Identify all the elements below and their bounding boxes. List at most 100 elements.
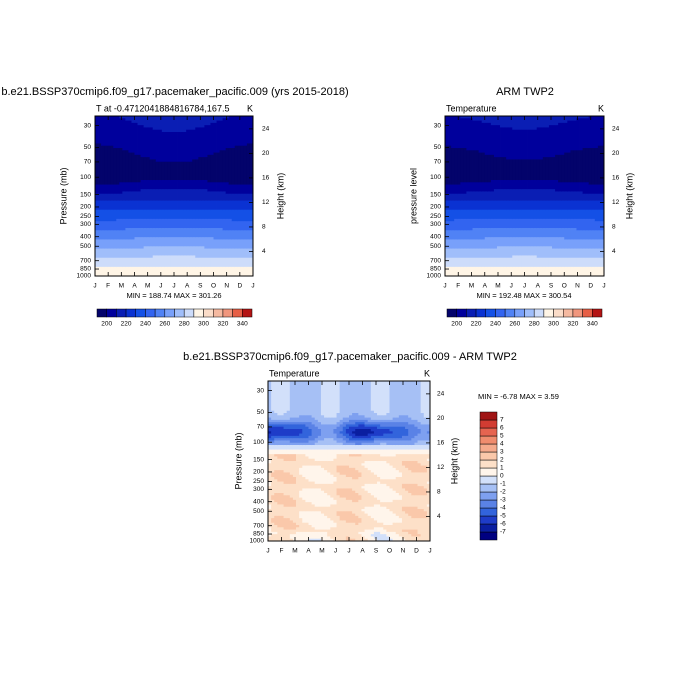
contour-fill bbox=[355, 454, 359, 457]
contour-fill bbox=[349, 415, 353, 421]
contour-fill bbox=[493, 218, 498, 229]
contour-fill bbox=[588, 209, 593, 220]
contour-fill bbox=[345, 465, 350, 478]
contour-fill bbox=[367, 493, 372, 508]
contour-fill bbox=[373, 445, 378, 450]
y2-tick-label: 20 bbox=[262, 150, 270, 157]
colorbar-box bbox=[479, 427, 498, 437]
contour-fill bbox=[271, 495, 275, 501]
contour-fill bbox=[524, 129, 528, 160]
colorbar-box bbox=[116, 308, 127, 318]
contour-fill bbox=[345, 449, 350, 455]
contour-fill bbox=[389, 422, 394, 428]
contour-fill bbox=[555, 200, 559, 211]
contour-fill bbox=[146, 246, 151, 259]
contour-fill bbox=[585, 118, 590, 149]
contour-fill bbox=[527, 116, 532, 131]
contour-fill bbox=[116, 230, 120, 240]
contour-fill bbox=[158, 218, 163, 229]
contour-fill bbox=[466, 191, 470, 201]
contour-fill bbox=[302, 454, 306, 466]
contour-fill bbox=[161, 161, 166, 181]
colorbar-box bbox=[135, 308, 146, 318]
contour-fill bbox=[243, 221, 248, 231]
contour-fill bbox=[222, 150, 227, 183]
contour-fill bbox=[149, 159, 154, 181]
contour-fill bbox=[216, 257, 220, 268]
contour-fill bbox=[472, 228, 476, 240]
contour-fill bbox=[509, 200, 513, 211]
contour-fill bbox=[367, 417, 372, 423]
contour-fill bbox=[539, 127, 544, 160]
y2-axis-label: Height (km) bbox=[449, 438, 459, 485]
contour-fill bbox=[122, 257, 126, 268]
contour-fill bbox=[333, 481, 337, 501]
contour-fill bbox=[311, 511, 316, 528]
contour-fill bbox=[131, 228, 135, 240]
contour-fill bbox=[299, 497, 303, 512]
contour-fill bbox=[484, 154, 489, 183]
contour-fill bbox=[339, 465, 344, 476]
contour-fill bbox=[320, 531, 325, 542]
contour-fill bbox=[158, 180, 163, 190]
contour-fill bbox=[527, 209, 532, 220]
contour-fill bbox=[383, 433, 387, 439]
contour-fill bbox=[367, 424, 372, 428]
contour-fill bbox=[352, 431, 356, 434]
contour-fill bbox=[249, 143, 254, 185]
contour-fill bbox=[451, 148, 455, 185]
contour-fill bbox=[152, 237, 157, 247]
contour-fill bbox=[380, 440, 384, 444]
contour-fill bbox=[392, 445, 397, 450]
contour-fill bbox=[380, 522, 384, 528]
contour-fill bbox=[161, 228, 166, 238]
contour-fill bbox=[506, 127, 510, 160]
contour-fill bbox=[558, 209, 562, 220]
x-tick-label: J bbox=[93, 283, 96, 290]
contour-fill bbox=[364, 417, 369, 421]
contour-fill bbox=[545, 200, 550, 211]
contour-fill bbox=[146, 257, 151, 268]
contour-fill bbox=[361, 442, 365, 446]
contour-fill bbox=[330, 474, 334, 485]
contour-fill bbox=[364, 435, 369, 439]
contour-fill bbox=[389, 502, 394, 512]
contour-fill bbox=[392, 522, 397, 533]
contour-fill bbox=[234, 266, 239, 277]
contour-fill bbox=[426, 433, 431, 441]
contour-fill bbox=[152, 228, 157, 238]
contour-fill bbox=[161, 255, 166, 268]
contour-fill bbox=[555, 180, 559, 192]
contour-fill bbox=[249, 230, 254, 240]
contour-fill bbox=[524, 200, 528, 211]
contour-fill bbox=[268, 440, 272, 444]
contour-fill bbox=[539, 116, 544, 128]
contour-fill bbox=[134, 154, 138, 183]
contour-fill bbox=[352, 381, 356, 414]
contour-fill bbox=[243, 239, 248, 249]
contour-fill bbox=[591, 266, 596, 277]
contour-fill bbox=[364, 426, 369, 430]
contour-fill bbox=[289, 442, 294, 446]
contour-fill bbox=[573, 257, 577, 268]
contour-fill bbox=[317, 529, 322, 533]
colorbar-label: 340 bbox=[587, 321, 598, 328]
contour-fill bbox=[600, 248, 605, 259]
contour-fill bbox=[364, 449, 369, 455]
contour-fill bbox=[426, 449, 431, 455]
contour-fill bbox=[271, 518, 275, 524]
contour-fill bbox=[364, 424, 369, 428]
right-title: K bbox=[247, 103, 253, 113]
contour-fill bbox=[155, 161, 160, 181]
contour-fill bbox=[119, 193, 123, 201]
contour-fill bbox=[564, 200, 568, 211]
contour-fill bbox=[219, 239, 224, 249]
contour-fill bbox=[122, 118, 126, 151]
contour-fill bbox=[283, 435, 288, 439]
contour-fill bbox=[582, 218, 587, 231]
contour-fill bbox=[137, 125, 141, 156]
contour-fill bbox=[249, 221, 254, 231]
contour-fill bbox=[361, 438, 365, 441]
contour-fill bbox=[567, 152, 571, 183]
contour-fill bbox=[448, 209, 452, 222]
